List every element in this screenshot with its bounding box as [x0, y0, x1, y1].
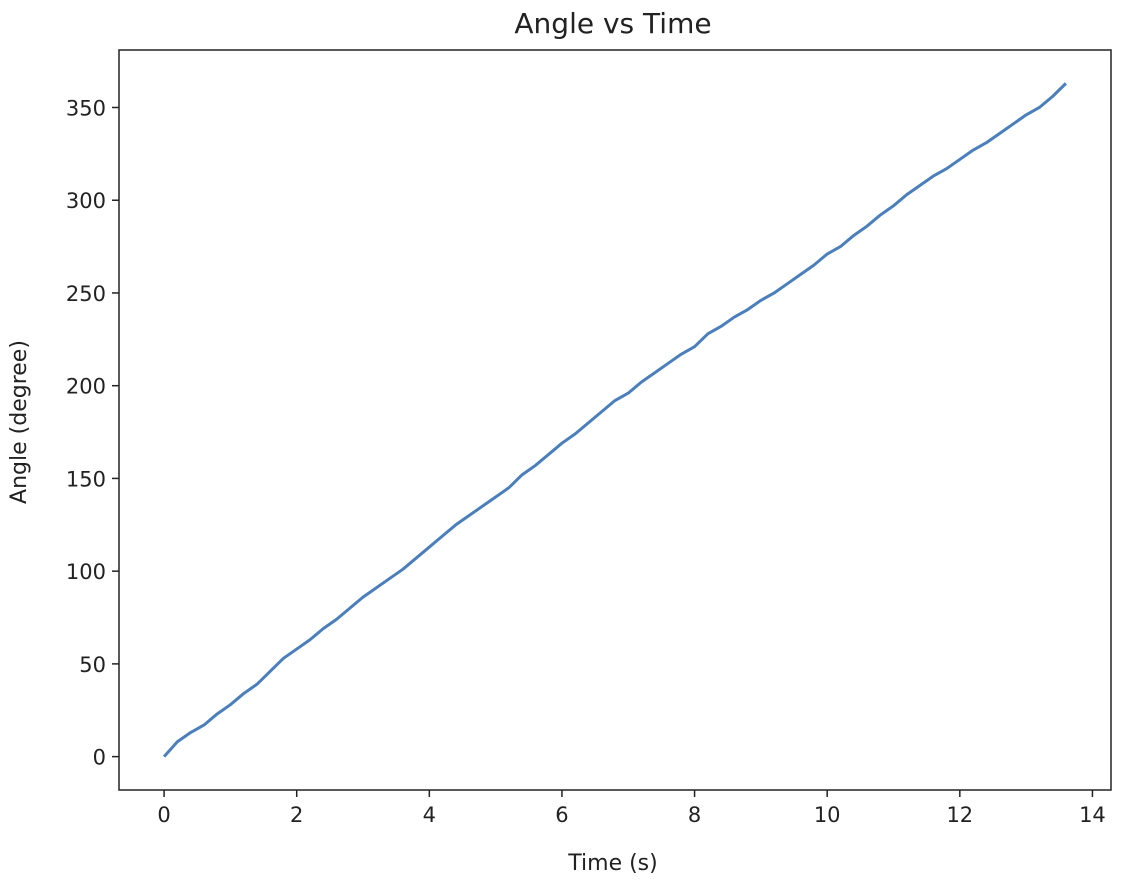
x-axis-label: Time (s): [567, 851, 657, 876]
x-tick-label: 0: [157, 803, 170, 827]
y-tick-label: 0: [93, 746, 106, 770]
y-axis-label: Angle (degree): [7, 340, 32, 504]
x-tick-label: 2: [290, 803, 303, 827]
y-tick-label: 200: [66, 375, 106, 399]
y-tick-label: 350: [66, 96, 106, 120]
plot-frame: [118, 49, 1112, 791]
x-tick-label: 4: [423, 803, 436, 827]
x-tick-label: 14: [1079, 803, 1106, 827]
y-tick-label: 100: [66, 560, 106, 584]
y-tick-label: 300: [66, 189, 106, 213]
x-tick-label: 6: [555, 803, 568, 827]
data-line: [162, 82, 1067, 758]
x-tick-label: 12: [946, 803, 973, 827]
y-tick-label: 250: [66, 282, 106, 306]
x-tick-label: 8: [688, 803, 701, 827]
x-tick-label: 10: [814, 803, 841, 827]
y-tick-label: 50: [79, 653, 106, 677]
chart-title: Angle vs Time: [514, 7, 711, 40]
y-tick-label: 150: [66, 467, 106, 491]
